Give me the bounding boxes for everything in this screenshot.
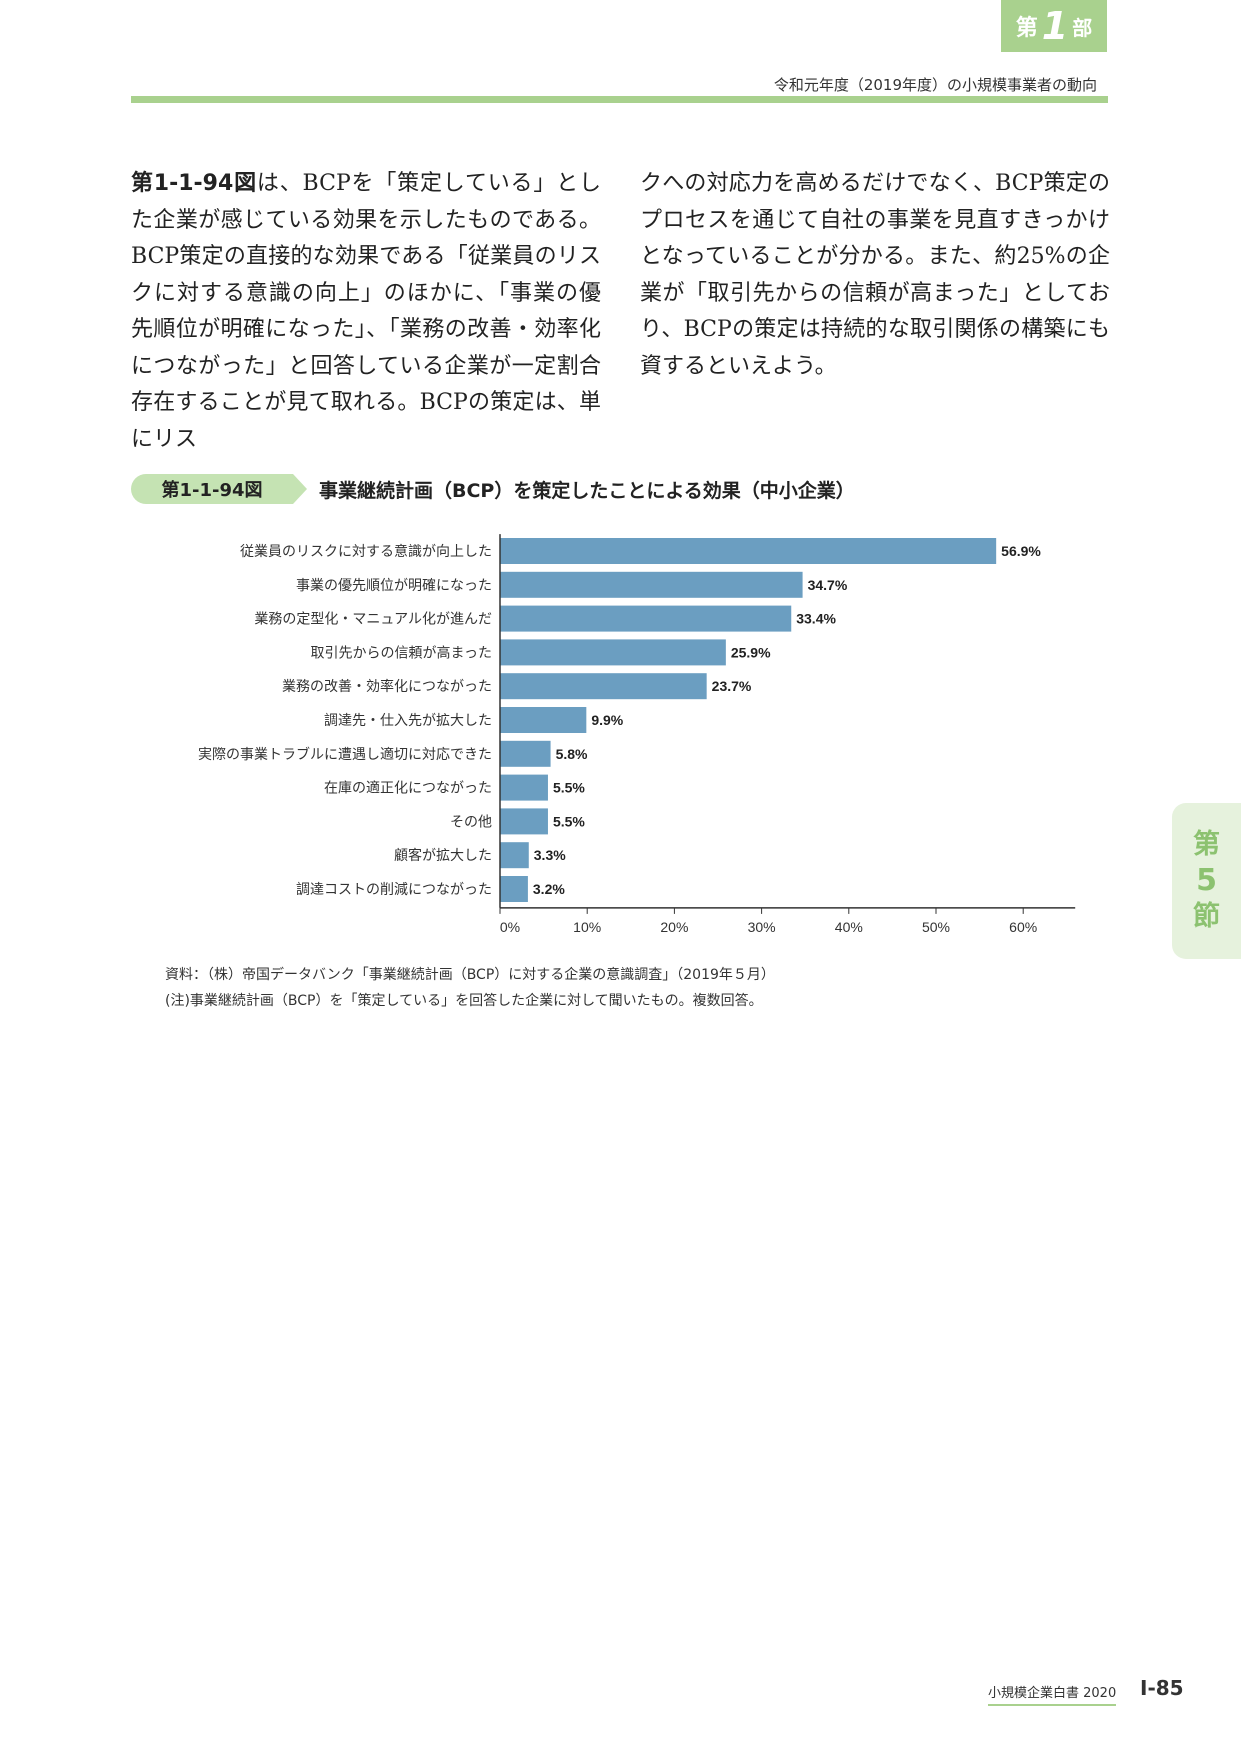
x-tick-label-50: 50% [922,919,950,935]
bar-10 [500,842,529,869]
body-column-right: クへの対応力を高めるだけでなく、BCP策定のプロセスを通じて自社の事業を見直すき… [640,166,1110,385]
value-label-10: 3.3% [534,847,566,863]
category-label-3: 業務の定型化・マニュアル化が進んだ [254,612,492,628]
footer-book-title: 小規模企業白書 2020 [988,1682,1117,1706]
figure-source: 資料：（株）帝国データバンク「事業継続計画（BCP）に対する企業の意識調査」（2… [165,967,775,983]
category-label-1: 従業員のリスクに対する意識が向上した [240,543,492,560]
value-label-2: 34.7% [808,577,848,593]
bar-8 [500,774,548,801]
value-label-5: 23.7% [712,678,752,694]
bar-4 [500,639,726,666]
body-text-right: クへの対応力を高めるだけでなく、BCP策定のプロセスを通じて自社の事業を見直すき… [640,171,1110,379]
header-rule [131,96,1108,103]
bar-11 [500,876,528,902]
value-label-1: 56.9% [1001,543,1041,559]
footer-page-number: Ⅰ-85 [1140,1676,1184,1700]
category-label-8: 在庫の適正化につながった [324,780,492,797]
bar-6 [500,707,587,733]
bar-1 [500,538,997,564]
bar-2 [500,571,803,598]
bar-chart: 従業員のリスクに対する意識が向上した 56.9% 事業の優先順位が明確になった 34.… [198,534,1076,935]
category-label-7: 実際の事業トラブルに遭遇し適切に対応できた [198,746,492,763]
bar-7 [500,740,551,767]
section-number: 5 [1196,863,1217,898]
x-tick-label-40: 40% [835,919,863,935]
body-text-left: は、BCPを「策定している」とした企業が感じている効果を示したものである。BCP… [131,171,601,452]
value-label-11: 3.2% [533,881,565,897]
part-suffix: 部 [1072,15,1093,40]
x-tick-label-60: 60% [1009,919,1037,935]
figure-title-row: 第1-1-94図 事業継続計画（BCP）を策定したことによる効果（中小企業） [131,472,1031,506]
figure-notes: 資料：（株）帝国データバンク「事業継続計画（BCP）に対する企業の意識調査」（2… [165,962,775,1014]
bar-5 [500,673,707,700]
category-label-6: 調達先・仕入先が拡大した [324,713,492,729]
value-label-9: 5.5% [553,813,585,829]
value-label-8: 5.5% [553,780,585,796]
part-tab: 第 1 部 [1001,0,1107,52]
x-tick-label-20: 20% [660,919,688,935]
value-label-6: 9.9% [591,712,623,728]
figure-label: 第1-1-94図 [131,474,307,504]
figure-reference: 第1-1-94図 [131,171,257,196]
figure-title: 事業継続計画（BCP）を策定したことによる効果（中小企業） [319,479,855,502]
category-label-4: 取引先からの信頼が高まった [311,644,492,661]
part-number: 1 [1041,4,1069,48]
x-tick-label-0: 0% [500,919,520,935]
value-label-7: 5.8% [556,746,588,762]
category-label-5: 業務の改善・効率化につながった [282,678,492,695]
x-tick-label-30: 30% [748,919,776,935]
section-prefix: 第 [1193,829,1220,860]
category-label-10: 顧客が拡大した [394,847,492,864]
bar-9 [500,808,548,835]
value-label-4: 25.9% [731,644,771,660]
x-tick-label-10: 10% [573,919,601,935]
part-prefix: 第 [1015,16,1038,41]
body-column-left: 第1-1-94図は、BCPを「策定している」とした企業が感じている効果を示したも… [131,166,601,458]
category-label-2: 事業の優先順位が明確になった [296,578,492,594]
figure-note: (注)事業継続計画（BCP）を「策定している」を回答した企業に対して聞いたもの。… [165,993,763,1009]
section-tab: 第 5 節 [1172,803,1241,959]
category-label-9: その他 [450,814,492,830]
value-label-3: 33.4% [796,611,836,627]
section-suffix: 節 [1193,901,1220,932]
category-label-11: 調達コストの削減につながった [296,881,492,898]
running-header: 令和元年度（2019年度）の小規模事業者の動向 [773,76,1097,94]
bar-3 [500,605,792,632]
